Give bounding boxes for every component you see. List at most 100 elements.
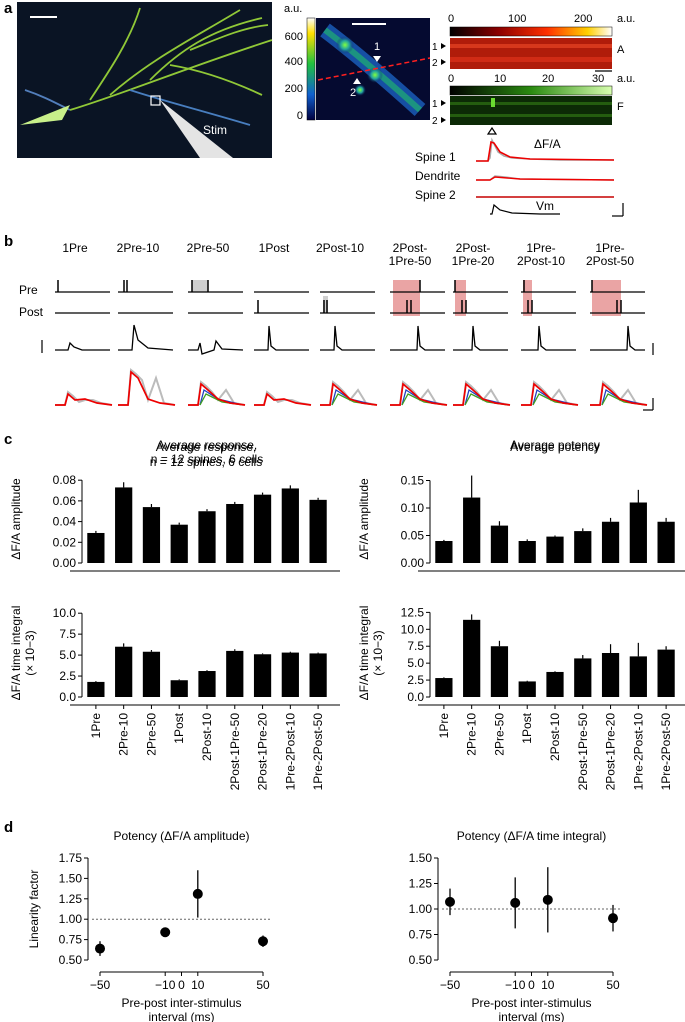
neuron-micrograph: Stim <box>17 2 273 158</box>
chart-title: Potency (ΔF/A time integral) <box>457 829 606 843</box>
y-tick-label: 0.05 <box>401 529 425 543</box>
dff-raw-trace <box>390 380 448 406</box>
y-tick-label: 1.25 <box>59 892 83 906</box>
y-tick-label: 7.5 <box>407 639 424 653</box>
protocol-label-group: 2Post-10 <box>316 241 364 255</box>
y-tick-label: 1.25 <box>409 877 433 891</box>
data-point <box>192 888 203 899</box>
y-tick-label: 0.06 <box>53 494 77 508</box>
chart-title: Potency (ΔF/A amplitude) <box>113 829 249 843</box>
kymo-time-tick: 10 <box>494 73 506 85</box>
bar <box>518 681 536 697</box>
x-tick-label: 2Pre-50 <box>144 713 158 756</box>
x-tick-label: 1Pre-2Post-10 <box>631 713 645 791</box>
y-tick-label: 0.00 <box>401 556 425 570</box>
bar <box>226 503 244 563</box>
chart-title: Average potency <box>510 438 600 452</box>
bar <box>601 653 620 697</box>
data-point <box>510 897 521 908</box>
data-point <box>445 896 455 907</box>
au-label-cbar: a.u. <box>284 3 302 15</box>
trace-label: Spine 1 <box>415 150 456 164</box>
bar <box>142 507 161 563</box>
bar <box>253 494 272 563</box>
y-tick-label: 7.5 <box>59 627 76 641</box>
row-label: 2 <box>432 58 438 69</box>
y-tick-label: 5.0 <box>407 656 424 670</box>
protocol-label: 1Post <box>259 241 290 255</box>
bar <box>518 541 536 563</box>
bar <box>490 646 509 697</box>
x-axis-label: interval (ms) <box>148 1010 214 1022</box>
fit-blue <box>401 388 446 406</box>
vm-trace <box>390 325 445 351</box>
kymo-time-tick: 30 <box>592 73 604 85</box>
chart-title: Average potency <box>510 440 600 454</box>
kymographs: 0 100 200 a.u. A 1 2 0 10 20 30 a.u. F 1… <box>432 13 635 135</box>
soma <box>20 105 70 125</box>
fit-blue <box>199 388 244 406</box>
protocol-label: 2Post-10 <box>316 241 364 255</box>
x-tick-label: −50 <box>440 978 461 992</box>
protocol-label-group: 2Pre-10 <box>117 241 160 255</box>
protocol-label-group: 2Post-1Pre-20 <box>452 241 495 268</box>
y-axis-label: ΔF/A time integral <box>357 606 371 701</box>
data-point <box>608 913 618 924</box>
dff-fit-trace <box>118 370 176 406</box>
roi-box <box>150 95 161 106</box>
protocol-label-group: 1Pre <box>62 241 88 255</box>
x-tick-label: 1Post <box>172 712 186 743</box>
x-axis-label: Pre-post inter-stimulus <box>121 996 241 1010</box>
stim-electrode <box>160 100 233 158</box>
protocol-label: 1Pre- <box>526 241 555 255</box>
kymo-time-tick: 0 <box>448 73 454 85</box>
vm-trace <box>188 339 244 355</box>
protocol-label: 1Pre <box>62 241 88 255</box>
kymograph-A <box>450 38 612 69</box>
bar-charts: 0.00 0.02 0.04 0.06 0.08 Average response,n =… <box>9 438 685 790</box>
chart-title-group: Average response, n = 12 spines, 6 cells <box>150 440 262 469</box>
kymo-A-label: A <box>617 44 625 56</box>
panel-label-d: d <box>4 819 13 836</box>
x-tick-label: −50 <box>90 978 111 992</box>
fit-blue <box>464 388 509 406</box>
x-tick-label: 1Pre <box>89 713 103 739</box>
data-point <box>95 943 105 954</box>
fit-blue <box>601 388 646 406</box>
fluorescence-traces: ΔF/A Spine 1 Dendrite Spine 2 Vm <box>415 137 624 217</box>
colorbar-F <box>449 85 613 96</box>
au-label-a: a.u. <box>617 13 635 25</box>
y-tick-label: 5.0 <box>59 648 76 662</box>
bar <box>115 646 133 697</box>
bar <box>309 499 327 563</box>
x-tick-label: 0 <box>178 978 185 992</box>
bar <box>309 653 327 697</box>
x-tick-label: 50 <box>256 978 270 992</box>
y-tick-label: 0.15 <box>401 474 425 488</box>
chart-title: n = 12 spines, 6 cells <box>150 455 262 469</box>
linearity-plots: 0.500.751.001.251.501.75−50 −10 0 10 50Poten… <box>27 829 621 1022</box>
protocol-label: 2Post-50 <box>586 254 634 268</box>
protocol-shade <box>592 280 621 316</box>
panel-label-b: b <box>4 233 13 250</box>
x-tick-label: 2Pre-10 <box>117 713 131 756</box>
y-tick-label: 0.50 <box>409 953 433 967</box>
fit-blue <box>532 388 577 406</box>
bar <box>546 671 564 697</box>
pre-label: Pre <box>19 283 38 297</box>
y-axis-label: ΔF/A amplitude <box>357 478 371 560</box>
dff-raw-trace <box>590 380 648 406</box>
fit-blue <box>331 388 376 406</box>
protocol-label: 2Post- <box>456 241 491 255</box>
protocol-label-group: 1Pre-2Post-50 <box>586 241 634 268</box>
bar <box>87 681 105 697</box>
x-tick-label: 2Post-1Pre-50 <box>228 713 242 791</box>
bar <box>629 502 647 563</box>
y-tick-label: 10.0 <box>53 606 77 620</box>
dff-fit-trace <box>254 392 312 406</box>
chart-title: Average response, <box>157 438 258 452</box>
y-tick-label: 2.5 <box>59 669 76 683</box>
x-tick-label: 2Post-1Pre-50 <box>576 713 590 791</box>
